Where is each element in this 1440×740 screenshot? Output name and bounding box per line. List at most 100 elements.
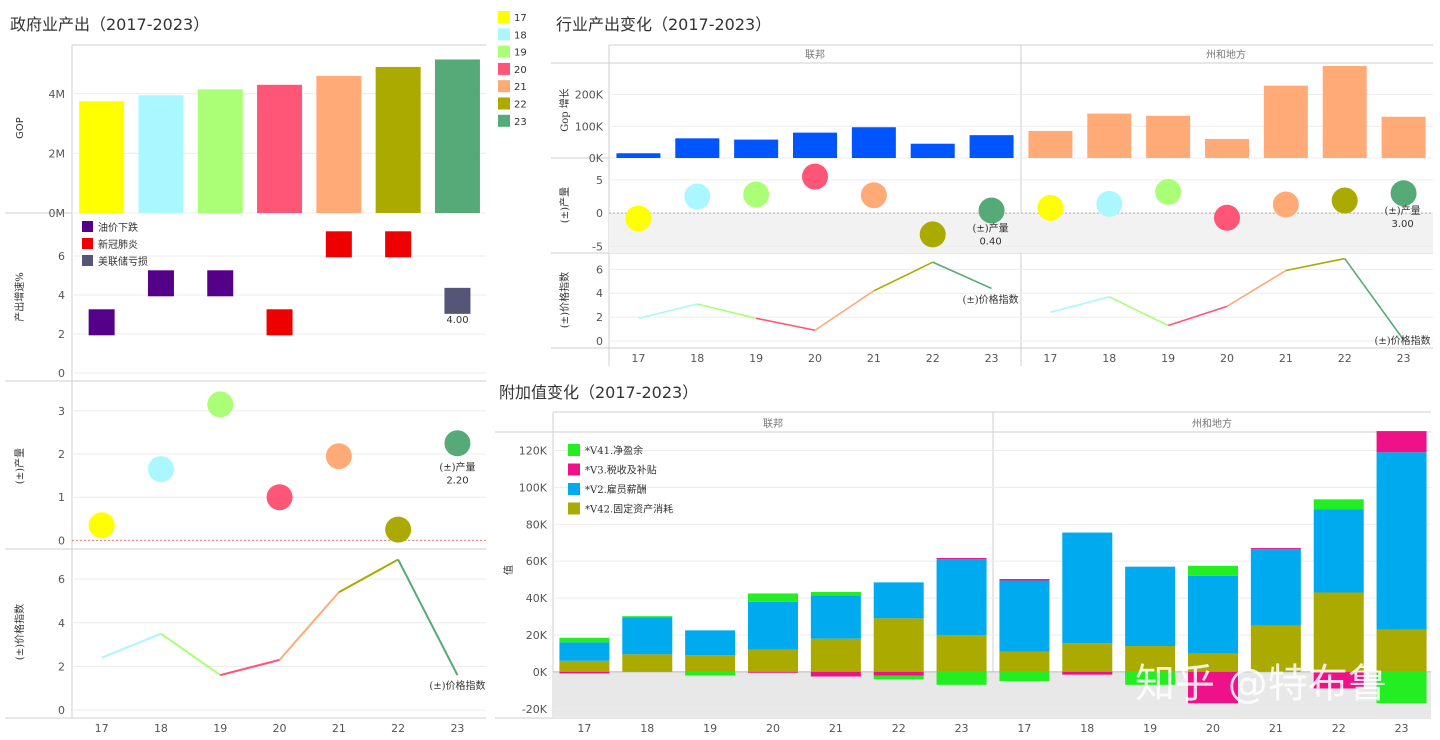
- ind-x-tick-fed-22: 22: [926, 352, 940, 365]
- gov-price-tick-2: 4: [58, 617, 65, 630]
- va-x-tick-fed-17: 17: [577, 722, 591, 735]
- year-legend-swatch-21: [498, 80, 510, 93]
- gov-price-seg-18: [160, 632, 221, 676]
- ind-price-seg-fed-20: [814, 290, 875, 331]
- va-x-tick-fed-21: 21: [829, 722, 843, 735]
- value-added-title: 附加值变化（2017-2023）: [499, 383, 698, 402]
- gov-x-tick-20: 20: [273, 722, 287, 735]
- va-seg-state-23-0: [1376, 629, 1427, 672]
- event-annotation-value: 4.00: [446, 315, 468, 326]
- ind-qty-marker-state-22: [1331, 187, 1358, 214]
- ind-qty-marker-fed-23: [978, 197, 1005, 224]
- event-legend-label-1: 新冠肺炎: [98, 238, 138, 251]
- va-legend-swatch-3: [568, 502, 580, 515]
- event-legend-swatch-2: [82, 255, 93, 266]
- year-legend-label-18: 18: [514, 30, 527, 41]
- growth-tick-3: 6: [58, 250, 65, 263]
- va-seg-state-18-2: [1062, 671, 1113, 675]
- ind-qty-marker-state-19: [1155, 178, 1182, 205]
- gop-bar-19: [197, 89, 243, 213]
- ind-price-seg-state-19: [1167, 305, 1228, 327]
- ind-qty-tick-0: -5: [592, 240, 603, 253]
- ind-price-tick-3: 6: [596, 263, 603, 276]
- growth-axis-title: 产出增速%: [13, 272, 26, 322]
- gov-x-tick-18: 18: [154, 722, 168, 735]
- va-seg-state-19-3: [1125, 671, 1176, 685]
- va-seg-state-20-0: [1188, 653, 1238, 672]
- va-seg-fed-17-0: [559, 660, 610, 672]
- ind-x-tick-state-20: 20: [1220, 352, 1234, 365]
- event-legend-label-0: 油价下跌: [98, 221, 138, 234]
- va-seg-state-17-3: [999, 671, 1050, 682]
- va-x-tick-fed-18: 18: [640, 722, 654, 735]
- gov-price-seg-20: [278, 591, 340, 661]
- va-seg-fed-22-2: [873, 671, 924, 676]
- gov-price-tick-3: 6: [58, 573, 65, 586]
- ind-qty-marker-state-18: [1096, 190, 1123, 217]
- ind-qty-annotation-label-0: (±)产量: [972, 221, 1008, 234]
- va-seg-state-22-0: [1313, 592, 1364, 672]
- ind-gop-bar-state-23: [1381, 116, 1426, 158]
- va-legend-label-0: *V41.净盈余: [585, 444, 643, 457]
- va-tick-6: 100K: [519, 481, 548, 494]
- gov-qty-annotation-value: 2.20: [446, 475, 468, 486]
- va-seg-fed-22-1: [873, 582, 924, 619]
- va-seg-state-22-1: [1313, 509, 1364, 593]
- va-seg-fed-17-3: [559, 637, 610, 643]
- va-seg-fed-20-2: [748, 671, 798, 673]
- event-marker-18: [147, 270, 174, 297]
- ind-qty-marker-fed-17: [625, 205, 652, 232]
- va-seg-fed-22-3: [873, 675, 924, 680]
- ind-price-annotation-0: (±)价格指数: [962, 293, 1018, 306]
- va-seg-state-22-3: [1313, 499, 1364, 510]
- va-tick-3: 40K: [526, 592, 548, 605]
- year-legend-swatch-18: [498, 28, 510, 41]
- ind-price-seg-state-22: [1344, 258, 1405, 341]
- ind-price-seg-fed-21: [873, 261, 934, 292]
- year-legend-label-19: 19: [514, 48, 527, 59]
- va-seg-fed-23-0: [936, 634, 987, 672]
- ind-qty-marker-fed-20: [802, 163, 828, 190]
- gov-price-seg-17: [101, 632, 162, 659]
- va-tick-7: 120K: [519, 444, 548, 457]
- va-seg-fed-18-0: [622, 654, 673, 672]
- gov-qty-marker-21: [325, 443, 352, 470]
- va-seg-fed-19-0: [685, 655, 736, 672]
- va-tick-4: 60K: [526, 555, 548, 568]
- ind-qty-marker-fed-19: [743, 181, 770, 208]
- gov-x-tick-22: 22: [391, 722, 405, 735]
- ind-price-tick-1: 2: [596, 311, 603, 324]
- va-header-federal: 联邦: [763, 417, 783, 430]
- ind-x-tick-state-17: 17: [1043, 352, 1057, 365]
- ind-x-tick-fed-18: 18: [690, 352, 704, 365]
- va-seg-fed-23-2: [936, 558, 987, 560]
- va-seg-fed-23-3: [936, 671, 987, 685]
- ind-qty-marker-state-17: [1037, 194, 1064, 221]
- va-header-state: 州和地方: [1192, 417, 1232, 430]
- growth-tick-0: 0: [58, 367, 65, 380]
- gov-qty-marker-17: [88, 512, 115, 539]
- gov-price-tick-1: 2: [58, 660, 65, 673]
- year-legend-swatch-17: [498, 11, 510, 23]
- gop-tick-1: 2M: [49, 147, 66, 160]
- gov-price-seg-21: [338, 558, 399, 594]
- va-x-tick-fed-19: 19: [703, 722, 717, 735]
- ind-x-tick-state-23: 23: [1397, 352, 1411, 365]
- ind-gop-tick-2: 200K: [575, 89, 604, 102]
- va-x-tick-state-23: 23: [1395, 722, 1409, 735]
- va-seg-fed-22-0: [873, 618, 924, 672]
- event-marker-17: [88, 309, 115, 336]
- gop-axis-title: GOP: [15, 117, 26, 139]
- ind-qty-marker-fed-21: [860, 182, 887, 209]
- ind-x-tick-fed-17: 17: [631, 352, 645, 365]
- ind-gop-bar-state-21: [1263, 85, 1308, 158]
- va-negative-band: [553, 671, 1431, 718]
- ind-price-seg-fed-22: [932, 261, 992, 290]
- gov-qty-marker-22: [385, 516, 412, 543]
- event-legend-swatch-1: [82, 238, 93, 249]
- ind-gop-bar-fed-18: [675, 138, 720, 158]
- va-seg-fed-21-0: [810, 638, 861, 672]
- gov-qty-tick-0: 0: [58, 534, 65, 547]
- ind-price-tick-2: 4: [596, 287, 603, 300]
